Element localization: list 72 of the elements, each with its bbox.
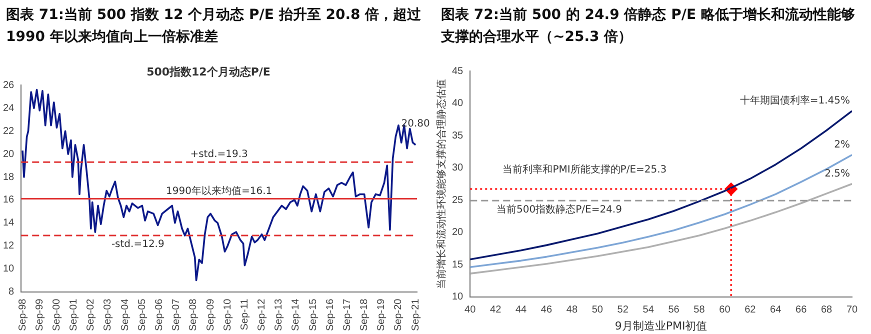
- x-tick-label: Sep-00: [51, 298, 62, 332]
- x-tick-label: Sep-16: [324, 298, 336, 332]
- x-tick-label: Sep-01: [68, 298, 80, 332]
- x-tick-label: 48: [566, 304, 578, 316]
- x-tick-label: Sep-15: [308, 298, 319, 332]
- y-tick-label: 24: [3, 102, 15, 114]
- annotation: 当前500指数静态P/E=24.9: [496, 203, 622, 216]
- y-tick-label: 12: [3, 240, 15, 252]
- chart-subtitle: 500指数12个月动态P/E: [146, 65, 270, 78]
- x-tick-label: Sep-07: [171, 298, 182, 332]
- x-tick-label: Sep-08: [188, 298, 200, 332]
- y-tick-label: 25: [452, 194, 464, 206]
- y-tick-label: 15: [452, 259, 464, 270]
- y-tick-label: 35: [452, 130, 464, 142]
- x-tick-label: Sep-12: [256, 298, 268, 332]
- x-tick-label: 56: [668, 304, 680, 316]
- x-tick-label: Sep-11: [239, 298, 250, 330]
- annotation: -std.=12.9: [111, 239, 164, 250]
- y-tick-label: 20: [3, 148, 15, 160]
- x-tick-label: 40: [464, 304, 476, 316]
- annotation: 当前利率和PMI所能支撑的P/E=25.3: [502, 163, 667, 176]
- x-axis-title: 9月制造业PMI初值: [614, 319, 708, 332]
- series-label: 2.5%: [824, 168, 850, 180]
- x-tick-label: Sep-98: [17, 298, 28, 332]
- x-tick-label: Sep-05: [136, 298, 148, 332]
- y-tick-label: 8: [8, 286, 15, 298]
- x-tick-label: Sep-06: [154, 298, 166, 332]
- x-tick-label: 46: [540, 304, 552, 316]
- x-tick-label: 64: [770, 304, 782, 316]
- x-tick-label: 68: [820, 304, 833, 316]
- x-tick-label: 60: [719, 304, 731, 316]
- x-tick-label: 70: [846, 304, 858, 316]
- x-tick-label: 44: [515, 304, 528, 316]
- y-tick-label: 10: [452, 292, 464, 303]
- y-axis-title: 当前增长和流动性环境能够支撑的合理静态估值: [436, 78, 448, 289]
- x-tick-label: 52: [617, 304, 629, 316]
- x-tick-label: Sep-99: [34, 298, 46, 332]
- y-tick-label: 26: [3, 80, 15, 91]
- x-tick-label: 58: [694, 304, 706, 316]
- x-tick-label: Sep-14: [290, 298, 302, 332]
- annotation: 20.80: [401, 118, 430, 130]
- x-tick-label: Sep-20: [393, 298, 404, 332]
- x-tick-label: Sep-02: [86, 298, 97, 332]
- x-tick-label: 42: [490, 304, 502, 316]
- x-tick-label: 50: [592, 304, 604, 316]
- x-tick-label: Sep-21: [410, 298, 422, 332]
- y-tick-label: 16: [3, 194, 15, 206]
- y-tick-label: 14: [3, 218, 15, 229]
- chart-title: 图表 72:当前 500 的 24.9 倍静态 P/E 略低于增长和流动性能够支撑的合理水平（~25.3 倍）: [440, 6, 856, 47]
- x-tick-label: 66: [796, 304, 808, 316]
- ref-line-label: +std.=19.3: [190, 149, 248, 160]
- x-tick-label: Sep-03: [102, 298, 114, 332]
- y-tick-label: 10: [3, 264, 15, 275]
- series-label: 十年期国债利率=1.45%: [740, 94, 850, 107]
- x-tick-label: Sep-17: [342, 298, 353, 332]
- x-tick-label: Sep-18: [359, 298, 370, 332]
- y-tick-label: 45: [452, 66, 464, 77]
- series-label: 2%: [834, 139, 850, 150]
- y-tick-label: 20: [452, 227, 464, 238]
- x-tick-label: Sep-13: [274, 298, 285, 332]
- x-tick-label: Sep-19: [376, 298, 388, 332]
- y-tick-label: 40: [452, 98, 464, 110]
- x-tick-label: 62: [744, 304, 756, 316]
- x-tick-label: Sep-04: [120, 298, 131, 332]
- y-tick-label: 30: [452, 162, 464, 174]
- ref-line-label: 1990年以来均值=16.1: [166, 184, 272, 197]
- y-tick-label: 22: [3, 126, 15, 137]
- x-tick-label: Sep-10: [222, 298, 234, 332]
- x-tick-label: Sep-09: [205, 298, 216, 332]
- x-tick-label: 54: [642, 304, 654, 316]
- y-tick-label: 18: [3, 172, 15, 183]
- chart-title: 图表 71:当前 500 指数 12 个月动态 P/E 抬升至 20.8 倍，超过 1990 年以来均值向上一倍标准差: [5, 6, 422, 47]
